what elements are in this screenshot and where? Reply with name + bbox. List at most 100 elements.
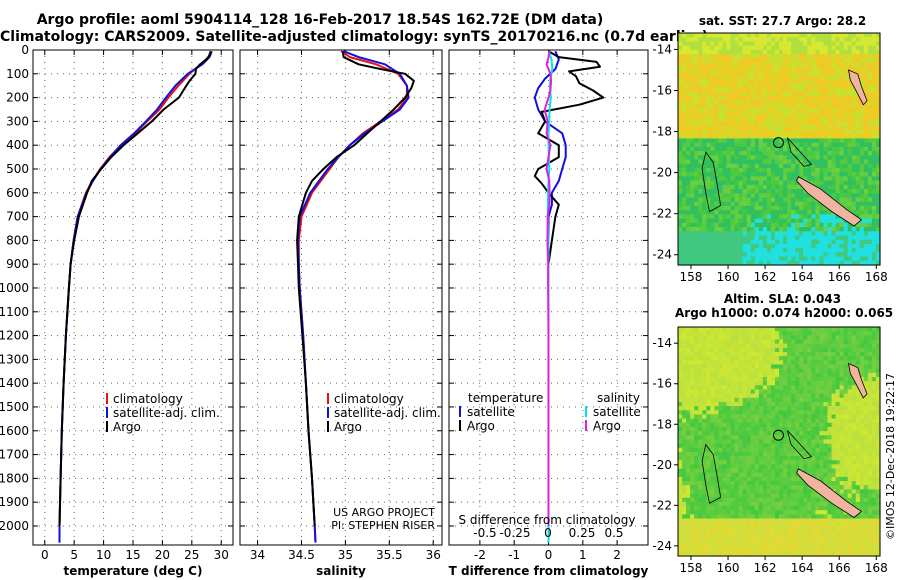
map-cell [770, 222, 776, 228]
map-cell [750, 197, 756, 203]
map-cell [682, 41, 687, 47]
map-cell [730, 87, 736, 93]
map-cell [851, 58, 857, 64]
map-cell [839, 468, 845, 474]
map-cell [787, 347, 792, 353]
map-cell [694, 189, 699, 194]
map-cell [783, 75, 788, 80]
map-cell [738, 180, 744, 186]
map-cell [698, 431, 703, 436]
map-cell [839, 252, 845, 258]
map-cell [827, 134, 833, 140]
y-tick-label: 1600 [0, 424, 29, 438]
map-cell [682, 104, 687, 110]
map-cell [855, 439, 861, 445]
map-cell [851, 256, 857, 262]
map-cell [694, 100, 699, 106]
map-cell [807, 381, 812, 386]
map-cell [770, 218, 776, 224]
map-cell [718, 393, 724, 399]
map-cell [698, 243, 703, 249]
map-cell [762, 37, 768, 43]
map-cell [766, 231, 772, 237]
map-cell [871, 243, 877, 249]
map-cell [690, 460, 695, 465]
map-cell [819, 360, 825, 366]
map-cell [746, 422, 752, 428]
map-cell [762, 70, 768, 76]
map-cell [726, 121, 732, 127]
s-tick-label: -0.5 [473, 526, 496, 540]
map-cell [702, 376, 707, 382]
map-cell [706, 364, 711, 370]
map-cell [807, 422, 812, 428]
map-cell [710, 146, 715, 152]
map-cell [815, 33, 820, 38]
map-cell [827, 108, 833, 114]
map-cell [734, 189, 740, 194]
map-cell [859, 222, 865, 228]
map-cell [875, 456, 881, 461]
map-cell [738, 347, 744, 353]
map-cell [774, 62, 780, 68]
map-cell [758, 100, 764, 106]
map-cell [827, 360, 833, 366]
map-cell [714, 227, 719, 232]
map-cell [779, 66, 784, 72]
map-cell [787, 197, 792, 203]
map-cell [722, 163, 728, 169]
map-cell [783, 49, 788, 55]
map-cell [766, 54, 772, 59]
map-cell [863, 476, 869, 482]
map-cell [819, 66, 825, 72]
map-cell [722, 49, 728, 55]
map-cell [770, 210, 776, 215]
map-cell [867, 70, 873, 76]
map-cell [754, 83, 760, 89]
map-cell [678, 87, 683, 93]
map-cell [811, 397, 816, 403]
map-cell [811, 138, 816, 144]
map-cell [750, 172, 756, 178]
map-cell [823, 393, 829, 399]
map-cell [807, 176, 812, 182]
map-cell [726, 227, 732, 232]
map-cell [726, 356, 732, 361]
map-cell [787, 138, 792, 144]
map-cell [682, 227, 687, 232]
map-cell [702, 431, 707, 436]
map-cell [738, 49, 744, 55]
map-cell [791, 176, 796, 182]
map-cell [875, 117, 881, 123]
map-cell [811, 62, 816, 68]
new-caledonia-land [796, 176, 863, 227]
map-cell [766, 100, 772, 106]
map-cell [799, 239, 804, 245]
map-cell [867, 172, 873, 178]
map-cell [823, 66, 829, 72]
map-cell [774, 351, 780, 357]
map-cell [690, 210, 695, 215]
map-cell [758, 197, 764, 203]
map-cell [678, 389, 683, 395]
map-cell [855, 189, 861, 194]
map-cell [803, 134, 808, 140]
map-cell [758, 218, 764, 224]
map-cell [867, 351, 873, 357]
map-cell [714, 339, 719, 345]
map-cell [843, 54, 849, 59]
map-cell [839, 227, 845, 232]
map-cell [762, 443, 768, 449]
map-cell [871, 33, 877, 38]
map-cell [859, 347, 865, 353]
map-cell [738, 189, 744, 194]
map-cell [774, 201, 780, 207]
map-cell [831, 176, 837, 182]
map-cell [766, 167, 772, 173]
map-cell [678, 96, 683, 102]
map-cell [803, 214, 808, 220]
map-cell [706, 197, 711, 203]
map-cell [863, 243, 869, 249]
map-cell [843, 41, 849, 47]
map-cell [803, 197, 808, 203]
